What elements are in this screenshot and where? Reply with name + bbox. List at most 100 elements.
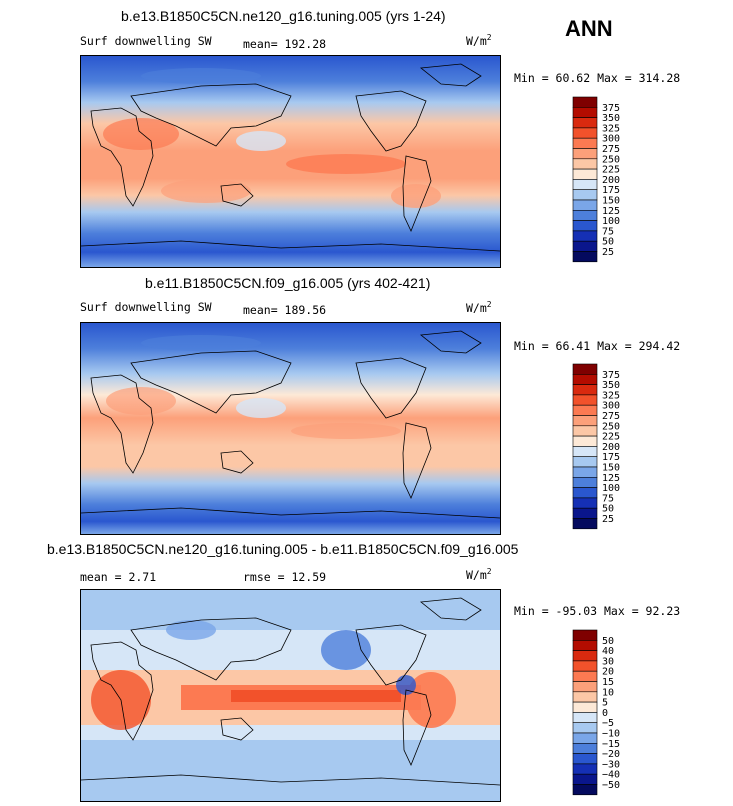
colorbar-tick-label: 25 bbox=[602, 514, 614, 525]
colorbar-tick-label: 350 bbox=[602, 380, 620, 391]
panel-2-units: W/m2 bbox=[466, 300, 492, 315]
colorbar-swatch bbox=[572, 127, 598, 139]
colorbar-swatch bbox=[572, 497, 598, 509]
colorbar-tick-label: 225 bbox=[602, 432, 620, 443]
colorbar-tick-label: 225 bbox=[602, 165, 620, 176]
colorbar-tick-label: 125 bbox=[602, 473, 620, 484]
colorbar-tick-label: −15 bbox=[602, 739, 620, 750]
colorbar-tick-label: −10 bbox=[602, 729, 620, 740]
panel-2-minmax: Min = 66.41 Max = 294.42 bbox=[514, 339, 681, 353]
colorbar-tick-label: −5 bbox=[602, 718, 614, 729]
colorbar-swatch bbox=[572, 701, 598, 713]
colorbar-tick-label: 350 bbox=[602, 113, 620, 124]
colorbar-tick-label: 5 bbox=[602, 698, 608, 709]
colorbar-swatch bbox=[572, 220, 598, 232]
colorbar-swatch bbox=[572, 681, 598, 693]
panel-1-colorbar: 375 350 325 300 275 250 225 200 175 150 125 100 75 50… bbox=[572, 96, 633, 267]
colorbar-tick-label: 375 bbox=[602, 370, 620, 381]
colorbar-tick-label: 250 bbox=[602, 154, 620, 165]
colorbar-swatch bbox=[572, 753, 598, 765]
colorbar-tick-label: 275 bbox=[602, 411, 620, 422]
colorbar-swatch bbox=[572, 230, 598, 242]
colorbar-tick-label: −50 bbox=[602, 780, 620, 791]
colorbar-swatch bbox=[572, 640, 598, 651]
colorbar-swatch bbox=[572, 660, 598, 672]
colorbar-swatch bbox=[572, 763, 598, 775]
colorbar-swatch bbox=[572, 363, 598, 375]
colorbar-swatch bbox=[572, 629, 598, 641]
colorbar-tick-label: −40 bbox=[602, 770, 620, 781]
colorbar-tick-label: 325 bbox=[602, 390, 620, 401]
colorbar-tick-label: 25 bbox=[602, 247, 614, 258]
colorbar-tick-label: −20 bbox=[602, 749, 620, 760]
colorbar-swatch bbox=[572, 107, 598, 118]
colorbar-swatch bbox=[572, 189, 598, 201]
colorbar-swatch bbox=[572, 394, 598, 406]
panel-3-map bbox=[80, 589, 501, 802]
colorbar-swatch bbox=[572, 384, 598, 396]
colorbar-tick-label: 175 bbox=[602, 452, 620, 463]
colorbar-tick-label: 75 bbox=[602, 226, 614, 237]
panel-3-units: W/m2 bbox=[466, 567, 492, 582]
colorbar-tick-label: 200 bbox=[602, 442, 620, 453]
colorbar-tick-label: 15 bbox=[602, 677, 614, 688]
colorbar-swatch bbox=[572, 650, 598, 662]
panel-1-map bbox=[80, 55, 501, 268]
panel-1-mean-label: mean= 192.28 bbox=[243, 37, 327, 51]
colorbar-swatch bbox=[572, 743, 598, 754]
colorbar-swatch bbox=[572, 773, 598, 785]
colorbar-tick-label: 50 bbox=[602, 504, 614, 515]
colorbar-tick-label: 300 bbox=[602, 401, 620, 412]
colorbar-swatch bbox=[572, 456, 598, 468]
colorbar-swatch bbox=[572, 137, 598, 149]
panel-2-mean-label: mean= 189.56 bbox=[243, 303, 327, 317]
colorbar-tick-label: 175 bbox=[602, 185, 620, 196]
panel-3-mean-label: mean = 2.71 bbox=[80, 570, 157, 584]
colorbar-swatch bbox=[572, 670, 598, 682]
panel-3-rmse-label: rmse = 12.59 bbox=[243, 570, 327, 584]
panel-2-variable-label: Surf downwelling SW bbox=[80, 300, 212, 314]
colorbar-tick-label: 100 bbox=[602, 216, 620, 227]
colorbar-tick-label: 150 bbox=[602, 463, 620, 474]
panel-3-title: b.e13.B1850C5CN.ne120_g16.tuning.005 - b… bbox=[47, 541, 519, 557]
colorbar-swatch bbox=[572, 374, 598, 385]
panel-3-colorbar: 50 40 30 20 15 10 5 0 −5 −10 −15 −20 −30 −40 −50 bbox=[572, 629, 633, 800]
colorbar-swatch bbox=[572, 117, 598, 129]
colorbar-tick-label: 75 bbox=[602, 493, 614, 504]
panel-1-minmax: Min = 60.62 Max = 314.28 bbox=[514, 71, 681, 85]
colorbar-swatch bbox=[572, 507, 598, 519]
panel-2-colorbar: 375 350 325 300 275 250 225 200 175 150 125 100 75 50… bbox=[572, 363, 633, 534]
colorbar-tick-label: 200 bbox=[602, 175, 620, 186]
colorbar-swatch bbox=[572, 96, 598, 108]
panel-1-title: b.e13.B1850C5CN.ne120_g16.tuning.005 (yr… bbox=[121, 8, 446, 24]
panel-3-minmax: Min = -95.03 Max = 92.23 bbox=[514, 604, 681, 618]
colorbar-swatch bbox=[572, 784, 598, 796]
colorbar-swatch bbox=[572, 251, 598, 263]
colorbar-swatch bbox=[572, 712, 598, 724]
colorbar-tick-label: 100 bbox=[602, 483, 620, 494]
colorbar-tick-label: 150 bbox=[602, 196, 620, 207]
colorbar-swatch bbox=[572, 425, 598, 437]
colorbar-swatch bbox=[572, 446, 598, 458]
colorbar-swatch bbox=[572, 404, 598, 416]
colorbar-tick-label: 375 bbox=[602, 103, 620, 114]
colorbar-swatch bbox=[572, 518, 598, 530]
colorbar-swatch bbox=[572, 732, 598, 744]
colorbar-tick-label: 10 bbox=[602, 687, 614, 698]
colorbar-swatch bbox=[572, 158, 598, 170]
colorbar-tick-label: 50 bbox=[602, 636, 614, 647]
colorbar-swatch bbox=[572, 168, 598, 180]
colorbar-swatch bbox=[572, 466, 598, 478]
colorbar-swatch bbox=[572, 487, 598, 499]
colorbar-swatch bbox=[572, 179, 598, 191]
panel-2-map bbox=[80, 322, 501, 535]
colorbar-tick-label: 40 bbox=[602, 646, 614, 657]
colorbar-swatch bbox=[572, 148, 598, 160]
panel-2-title: b.e11.B1850C5CN.f09_g16.005 (yrs 402-421… bbox=[145, 275, 431, 291]
colorbar-swatch bbox=[572, 722, 598, 734]
colorbar-tick-label: 275 bbox=[602, 144, 620, 155]
colorbar-tick-label: 300 bbox=[602, 134, 620, 145]
colorbar-swatch bbox=[572, 415, 598, 427]
panel-1-variable-label: Surf downwelling SW bbox=[80, 34, 212, 48]
panel-1-units: W/m2 bbox=[466, 33, 492, 48]
